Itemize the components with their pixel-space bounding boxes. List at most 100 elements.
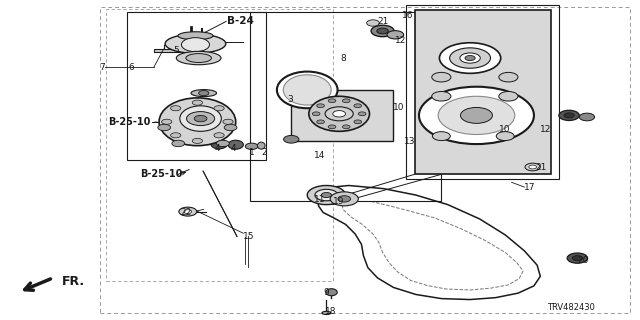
Circle shape [465, 55, 475, 60]
Bar [127, 12, 266, 160]
Circle shape [377, 28, 388, 34]
Ellipse shape [358, 112, 366, 116]
Text: 18: 18 [324, 307, 336, 316]
Circle shape [419, 87, 534, 144]
Circle shape [171, 133, 181, 138]
Circle shape [284, 135, 299, 143]
Ellipse shape [186, 53, 211, 62]
Text: 8: 8 [340, 53, 346, 62]
Text: B-24: B-24 [227, 16, 254, 27]
Circle shape [559, 110, 579, 121]
Bar [415, 10, 551, 174]
Circle shape [450, 48, 490, 68]
Circle shape [432, 92, 451, 101]
Circle shape [525, 163, 540, 171]
Text: 4: 4 [214, 144, 220, 153]
Text: 10: 10 [394, 103, 405, 112]
Ellipse shape [284, 75, 331, 105]
Circle shape [564, 113, 574, 118]
Circle shape [315, 189, 338, 201]
Text: 19: 19 [333, 197, 344, 206]
Circle shape [367, 20, 380, 26]
Circle shape [214, 106, 224, 111]
Circle shape [321, 193, 332, 197]
Circle shape [330, 192, 358, 206]
Circle shape [216, 140, 229, 147]
Circle shape [529, 165, 536, 169]
Ellipse shape [257, 142, 265, 149]
Ellipse shape [228, 140, 243, 149]
Circle shape [432, 72, 451, 82]
Text: 20: 20 [577, 256, 589, 265]
Text: FR.: FR. [62, 275, 85, 288]
Ellipse shape [178, 32, 213, 40]
Circle shape [198, 91, 209, 96]
Bar [100, 7, 630, 313]
Circle shape [192, 138, 202, 143]
Circle shape [245, 143, 258, 149]
Circle shape [333, 111, 346, 117]
Ellipse shape [354, 104, 362, 108]
Circle shape [223, 119, 233, 124]
Circle shape [579, 113, 595, 121]
Text: 4: 4 [230, 144, 236, 153]
Ellipse shape [180, 106, 221, 131]
Circle shape [179, 207, 196, 216]
Ellipse shape [211, 139, 227, 149]
Circle shape [499, 72, 518, 82]
Circle shape [440, 43, 500, 73]
Bar [291, 90, 394, 141]
Ellipse shape [165, 34, 226, 53]
Ellipse shape [191, 90, 216, 97]
Ellipse shape [322, 311, 331, 315]
Text: 12: 12 [540, 125, 552, 134]
Text: 7: 7 [100, 63, 106, 72]
Circle shape [162, 119, 172, 124]
Text: 5: 5 [173, 45, 179, 55]
Circle shape [461, 108, 492, 123]
Circle shape [499, 92, 518, 101]
Text: 14: 14 [314, 151, 325, 160]
Circle shape [371, 25, 394, 37]
Ellipse shape [309, 96, 369, 131]
Text: TRV482430: TRV482430 [547, 303, 595, 312]
Bar [406, 5, 559, 179]
Text: 3: 3 [287, 95, 292, 104]
Ellipse shape [328, 125, 336, 129]
Text: 17: 17 [524, 183, 536, 192]
Circle shape [194, 116, 207, 122]
Ellipse shape [317, 104, 324, 108]
Circle shape [338, 196, 351, 202]
Ellipse shape [342, 99, 350, 103]
Text: 9: 9 [323, 288, 329, 297]
Bar [106, 9, 333, 281]
Circle shape [184, 210, 191, 213]
Circle shape [224, 124, 237, 131]
Text: B-25-10: B-25-10 [108, 117, 150, 127]
Ellipse shape [277, 72, 337, 108]
Text: 2: 2 [261, 148, 267, 156]
Circle shape [186, 112, 214, 125]
Circle shape [181, 38, 209, 52]
Circle shape [433, 132, 451, 140]
Circle shape [214, 133, 224, 138]
Bar [250, 12, 442, 201]
Circle shape [307, 186, 346, 204]
Circle shape [171, 106, 181, 111]
Text: 12: 12 [395, 36, 406, 45]
Text: 10: 10 [499, 125, 510, 134]
Circle shape [496, 132, 514, 140]
Circle shape [460, 53, 480, 63]
Text: 1: 1 [248, 148, 254, 156]
Bar [154, 49, 179, 52]
Ellipse shape [312, 112, 320, 116]
Circle shape [387, 31, 404, 39]
Text: 6: 6 [129, 63, 134, 72]
Text: 15: 15 [243, 232, 255, 241]
Ellipse shape [317, 120, 324, 124]
Ellipse shape [326, 289, 337, 296]
Ellipse shape [159, 98, 236, 146]
Text: 13: 13 [404, 137, 416, 146]
Ellipse shape [342, 125, 350, 129]
Ellipse shape [328, 99, 336, 103]
